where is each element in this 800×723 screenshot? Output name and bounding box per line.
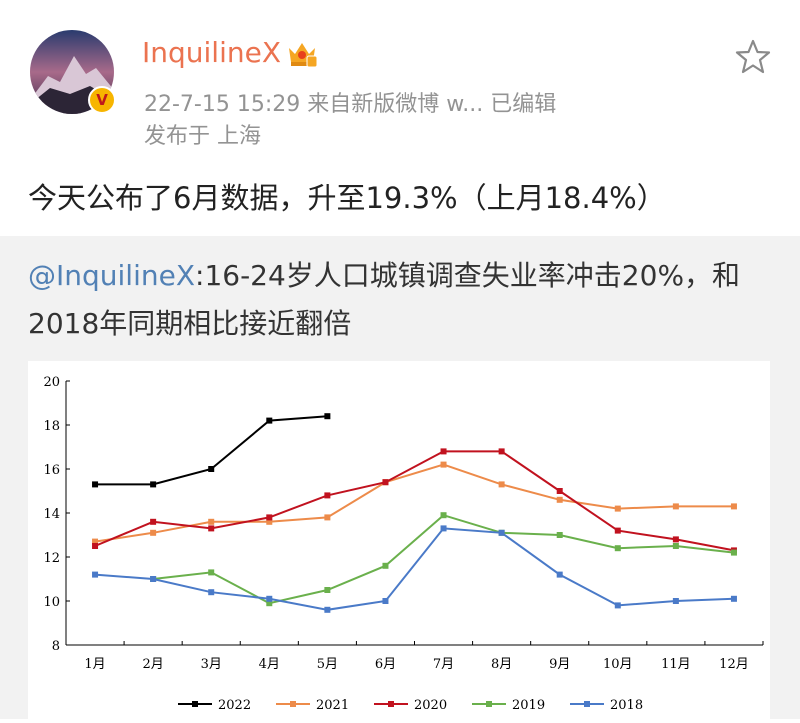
data-point-2020 — [266, 514, 273, 521]
legend-marker-2018 — [584, 701, 590, 707]
legend-label-2021: 2021 — [316, 698, 349, 713]
post-text: 今天公布了6月数据，升至19.3%（上月18.4%） — [28, 181, 666, 215]
data-point-2018 — [324, 606, 331, 613]
x-tick-label: 10月 — [603, 657, 633, 672]
data-point-2022 — [266, 417, 273, 424]
data-point-2020 — [150, 518, 157, 525]
data-point-2018 — [556, 571, 563, 578]
x-tick-label: 9月 — [549, 657, 570, 672]
chart-svg: 8 10 12 14 16 18 20 1月 2月 3月 4月 5月 6月 7月 8月 9月 10月 11月 12月… — [43, 375, 764, 713]
crown-badge-icon[interactable] — [286, 38, 318, 68]
x-tick-label: 7月 — [433, 657, 454, 672]
data-point-2018 — [440, 525, 447, 532]
series-line-2022 — [95, 415, 328, 486]
y-tick-label: 18 — [43, 419, 60, 434]
data-point-2020 — [498, 448, 505, 455]
data-point-2021 — [498, 481, 505, 488]
data-point-2021 — [150, 529, 157, 536]
data-point-2020 — [440, 448, 447, 455]
legend-label-2018: 2018 — [610, 698, 643, 713]
y-tick-label: 20 — [43, 375, 60, 390]
data-point-2018 — [266, 595, 273, 602]
data-point-2021 — [672, 503, 679, 510]
repost-text: @InquilineX:16-24岁人口城镇调查失业率冲击20%，和2018年同… — [28, 252, 788, 348]
mention-link[interactable]: @InquilineX — [28, 259, 196, 292]
data-point-2021 — [730, 503, 737, 510]
data-point-2019 — [266, 600, 273, 607]
data-point-2018 — [92, 571, 99, 578]
data-point-2021 — [614, 505, 621, 512]
data-point-2018 — [382, 598, 389, 604]
x-tick-label: 1月 — [84, 657, 105, 672]
data-point-2019 — [672, 543, 679, 549]
legend-label-2019: 2019 — [512, 698, 545, 713]
data-point-2018 — [614, 602, 621, 609]
data-point-2020 — [92, 543, 99, 549]
post-location: 发布于 上海 — [144, 124, 261, 149]
data-point-2019 — [382, 562, 389, 569]
data-point-2022 — [92, 481, 99, 488]
data-point-2021 — [92, 538, 99, 545]
x-tick-label: 6月 — [375, 657, 396, 672]
data-point-2021 — [208, 518, 215, 525]
data-point-2021 — [266, 518, 273, 525]
y-tick-label: 10 — [43, 595, 60, 610]
data-point-2019 — [556, 532, 563, 538]
x-tick-label: 2月 — [142, 657, 163, 672]
data-point-2019 — [440, 512, 447, 519]
x-tick-label: 4月 — [259, 657, 280, 672]
data-point-2022 — [150, 481, 157, 488]
data-point-2019 — [730, 549, 737, 556]
verified-badge-icon: V — [88, 86, 116, 114]
y-tick-label: 16 — [43, 463, 60, 478]
data-point-2019 — [208, 569, 215, 576]
series-line-2020 — [94, 450, 735, 552]
x-tick-label: 12月 — [719, 657, 749, 672]
data-point-2020 — [324, 492, 331, 499]
data-point-2020 — [614, 527, 621, 534]
series-line-2018 — [94, 527, 735, 611]
line-chart[interactable]: 8 10 12 14 16 18 20 1月 2月 3月 4月 5月 6月 7月 8月 9月 10月 11月 12月… — [28, 361, 770, 719]
y-tick-label: 14 — [43, 507, 60, 522]
data-point-2021 — [440, 461, 447, 468]
data-point-2022 — [324, 413, 331, 420]
data-point-2018 — [498, 529, 505, 536]
x-tick-label: 11月 — [661, 657, 691, 672]
data-point-2020 — [208, 525, 215, 532]
legend-marker-2020 — [388, 701, 394, 707]
data-point-2018 — [672, 598, 679, 604]
data-point-2021 — [556, 496, 563, 503]
data-point-2018 — [208, 589, 215, 596]
data-point-2019 — [614, 545, 621, 552]
y-tick-label: 12 — [43, 551, 60, 566]
repost-body: :16-24岁人口城镇调查失业率冲击20%，和2018年同期相比接近翻倍 — [28, 259, 741, 340]
legend-label-2022: 2022 — [218, 698, 251, 713]
legend-label-2020: 2020 — [414, 698, 447, 713]
y-tick-label: 8 — [52, 639, 60, 654]
legend-marker-2021 — [290, 701, 296, 707]
post-meta: 22-7-15 15:29 来自新版微博 w... 已编辑 — [144, 92, 557, 117]
x-tick-label: 3月 — [201, 657, 222, 672]
legend-marker-2019 — [486, 701, 492, 707]
data-point-2018 — [150, 576, 157, 582]
data-point-2020 — [672, 536, 679, 543]
data-point-2020 — [556, 488, 563, 494]
x-tick-label: 8月 — [491, 657, 512, 672]
data-point-2019 — [324, 587, 331, 593]
data-point-2020 — [382, 479, 389, 486]
username[interactable]: InquilineX — [142, 36, 282, 69]
data-point-2022 — [208, 466, 215, 472]
data-point-2021 — [324, 514, 331, 521]
series-line-2021 — [94, 463, 734, 543]
legend-marker-2022 — [192, 701, 198, 707]
x-tick-label: 5月 — [317, 657, 338, 672]
star-outline-icon[interactable] — [734, 38, 772, 76]
data-point-2018 — [730, 595, 737, 602]
